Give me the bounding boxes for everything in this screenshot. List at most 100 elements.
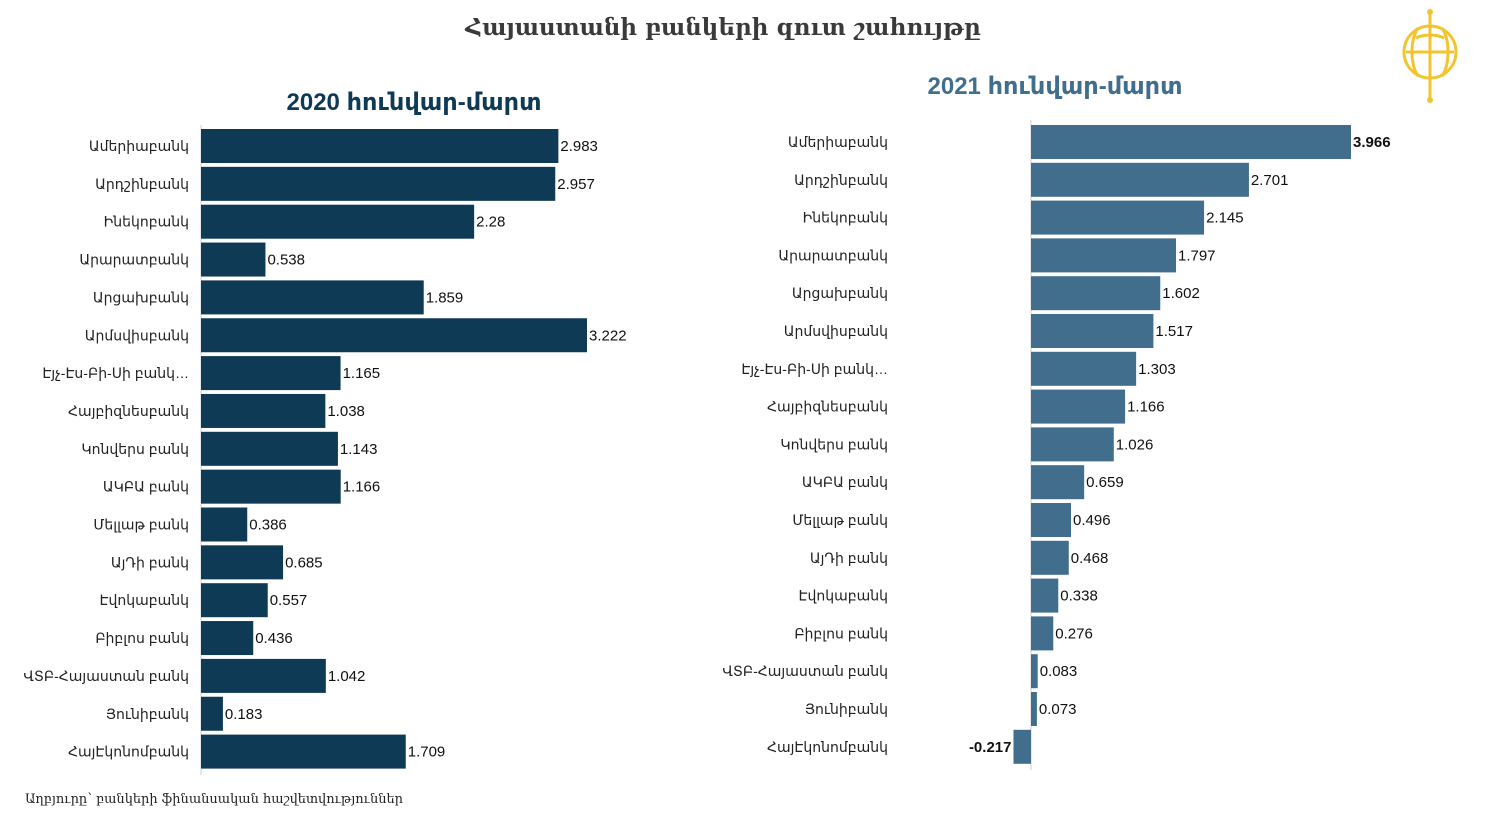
- bar-2021-1: [1031, 162, 1249, 197]
- value-label-2020-4: 1.859: [426, 289, 464, 306]
- value-label-2021-9: 0.659: [1086, 474, 1124, 491]
- category-label-2021-9: ԱԿԲԱ բանկ: [802, 474, 888, 490]
- value-label-2020-1: 2.957: [557, 176, 595, 193]
- category-label-2021-7: Հայբիզնեսբանկ: [767, 399, 888, 415]
- category-label-2020-2: Ինեկոբանկ: [104, 214, 189, 230]
- category-label-2021-10: Մելլաթ բանկ: [792, 512, 888, 528]
- category-label-2020-5: Արմսվիսբանկ: [85, 327, 189, 343]
- value-label-2021-12: 0.338: [1060, 588, 1098, 605]
- bar-2020-1: [201, 166, 556, 201]
- value-label-2021-0: 3.966: [1353, 134, 1391, 151]
- value-label-2021-10: 0.496: [1073, 512, 1111, 529]
- bar-2021-7: [1031, 389, 1126, 424]
- chart-title-2021: 2021 հունվար-մարտ: [928, 73, 1183, 100]
- value-label-2021-1: 2.701: [1251, 172, 1289, 189]
- value-label-2020-3: 0.538: [267, 252, 305, 269]
- category-label-2021-8: Կոնվերս բանկ: [780, 436, 888, 452]
- value-label-2020-7: 1.038: [327, 403, 365, 420]
- value-label-2020-11: 0.685: [285, 554, 323, 571]
- value-label-2020-0: 2.983: [560, 138, 598, 155]
- category-label-2020-9: ԱԿԲԱ բանկ: [103, 479, 189, 495]
- category-label-2021-4: Արցախբանկ: [792, 285, 888, 301]
- category-label-2021-15: Յունիբանկ: [805, 701, 888, 717]
- category-label-2020-3: Արարատբանկ: [79, 252, 189, 268]
- value-label-2020-14: 1.042: [328, 668, 366, 685]
- category-label-2021-5: Արմսվիսբանկ: [784, 323, 888, 339]
- bar-2020-11: [201, 545, 284, 580]
- category-label-2020-15: Յունիբանկ: [106, 706, 189, 722]
- category-label-2020-6: Էյչ-Էս-Բի-Սի բանկ…: [42, 365, 189, 381]
- category-label-2021-14: ՎՏԲ-Հայաստան բանկ: [722, 663, 888, 679]
- bar-2021-4: [1031, 276, 1161, 311]
- category-label-2021-0: Ամերիաբանկ: [788, 134, 888, 150]
- bar-2020-0: [201, 129, 559, 163]
- value-label-2021-15: 0.073: [1039, 701, 1077, 718]
- category-label-2021-6: Էյչ-Էս-Բի-Սի բանկ…: [741, 361, 888, 377]
- category-label-2020-4: Արցախբանկ: [93, 289, 189, 305]
- bar-2020-15: [201, 696, 223, 731]
- value-label-2021-16: -0.217: [969, 739, 1012, 756]
- value-label-2020-10: 0.386: [249, 517, 287, 534]
- bar-charts: 2020 հունվար-մարտ Ամերիաբանկ 2.983 Արդշինբա…: [23, 73, 1391, 775]
- value-label-2020-13: 0.436: [255, 630, 293, 647]
- value-label-2021-5: 1.517: [1155, 323, 1193, 340]
- category-label-2021-13: Բիբլոս բանկ: [794, 625, 888, 641]
- value-label-2021-3: 1.797: [1178, 247, 1216, 264]
- category-label-2020-16: ՀայԷկոնոմբանկ: [68, 744, 189, 760]
- bar-2020-6: [201, 356, 341, 391]
- category-label-2020-1: Արդշինբանկ: [95, 176, 189, 192]
- category-label-2020-7: Հայբիզնեսբանկ: [68, 403, 189, 419]
- chart-main-title: Հայաստանի բանկերի զուտ շահույթը: [465, 14, 981, 41]
- bar-2020-14: [201, 658, 326, 693]
- category-label-2021-16: ՀայԷկոնոմբանկ: [767, 739, 888, 755]
- bar-2020-2: [201, 204, 475, 239]
- value-label-2020-2: 2.28: [476, 214, 505, 231]
- bar-2021-8: [1031, 427, 1114, 462]
- bar-2021-3: [1031, 238, 1176, 273]
- bar-2020-3: [201, 242, 266, 277]
- bar-2021-11: [1031, 540, 1069, 575]
- value-label-2020-6: 1.165: [343, 365, 381, 382]
- value-label-2020-15: 0.183: [225, 706, 263, 723]
- category-label-2020-12: Էվոկաբանկ: [100, 592, 189, 608]
- bar-2021-6: [1031, 351, 1137, 386]
- category-label-2020-13: Բիբլոս բանկ: [95, 630, 189, 646]
- value-label-2020-5: 3.222: [589, 327, 627, 344]
- bar-2021-13: [1031, 616, 1054, 651]
- value-label-2021-13: 0.276: [1055, 625, 1093, 642]
- bar-2020-5: [201, 318, 587, 353]
- category-label-2021-1: Արդշինբանկ: [794, 172, 888, 188]
- bar-2021-0: [1031, 125, 1351, 159]
- bar-2021-14: [1031, 654, 1038, 689]
- bar-2021-10: [1031, 503, 1072, 537]
- value-label-2020-16: 1.709: [408, 744, 446, 761]
- bar-2020-10: [201, 507, 248, 542]
- bar-2020-7: [201, 393, 326, 428]
- bar-2021-16: [1013, 729, 1031, 764]
- bar-2020-12: [201, 583, 268, 618]
- bar-2021-15: [1031, 692, 1037, 726]
- value-label-2020-9: 1.166: [343, 479, 381, 496]
- globe-logo-icon: [1402, 9, 1458, 103]
- value-label-2021-11: 0.468: [1071, 550, 1109, 567]
- value-label-2020-12: 0.557: [270, 592, 308, 609]
- category-label-2020-8: Կոնվերս բանկ: [81, 441, 189, 457]
- value-label-2021-6: 1.303: [1138, 361, 1176, 378]
- category-label-2021-11: ԱյԴի բանկ: [810, 550, 888, 566]
- category-label-2021-12: Էվոկաբանկ: [799, 588, 888, 604]
- bar-2021-9: [1031, 465, 1085, 500]
- category-label-2021-2: Ինեկոբանկ: [803, 210, 888, 226]
- bar-2021-2: [1031, 200, 1205, 235]
- chart-title-2020: 2020 հունվար-մարտ: [287, 89, 542, 116]
- bar-2020-13: [201, 621, 254, 656]
- bar-2020-16: [201, 734, 406, 769]
- category-label-2021-3: Արարատբանկ: [778, 247, 888, 263]
- category-label-2020-0: Ամերիաբանկ: [89, 138, 189, 154]
- category-label-2020-11: ԱյԴի բանկ: [111, 554, 189, 570]
- value-label-2021-2: 2.145: [1206, 210, 1244, 227]
- value-label-2021-7: 1.166: [1127, 399, 1165, 416]
- value-label-2021-4: 1.602: [1162, 285, 1200, 302]
- category-label-2020-10: Մելլաթ բանկ: [93, 517, 189, 533]
- bar-2020-8: [201, 431, 338, 466]
- category-label-2020-14: ՎՏԲ-Հայաստան բանկ: [23, 668, 189, 684]
